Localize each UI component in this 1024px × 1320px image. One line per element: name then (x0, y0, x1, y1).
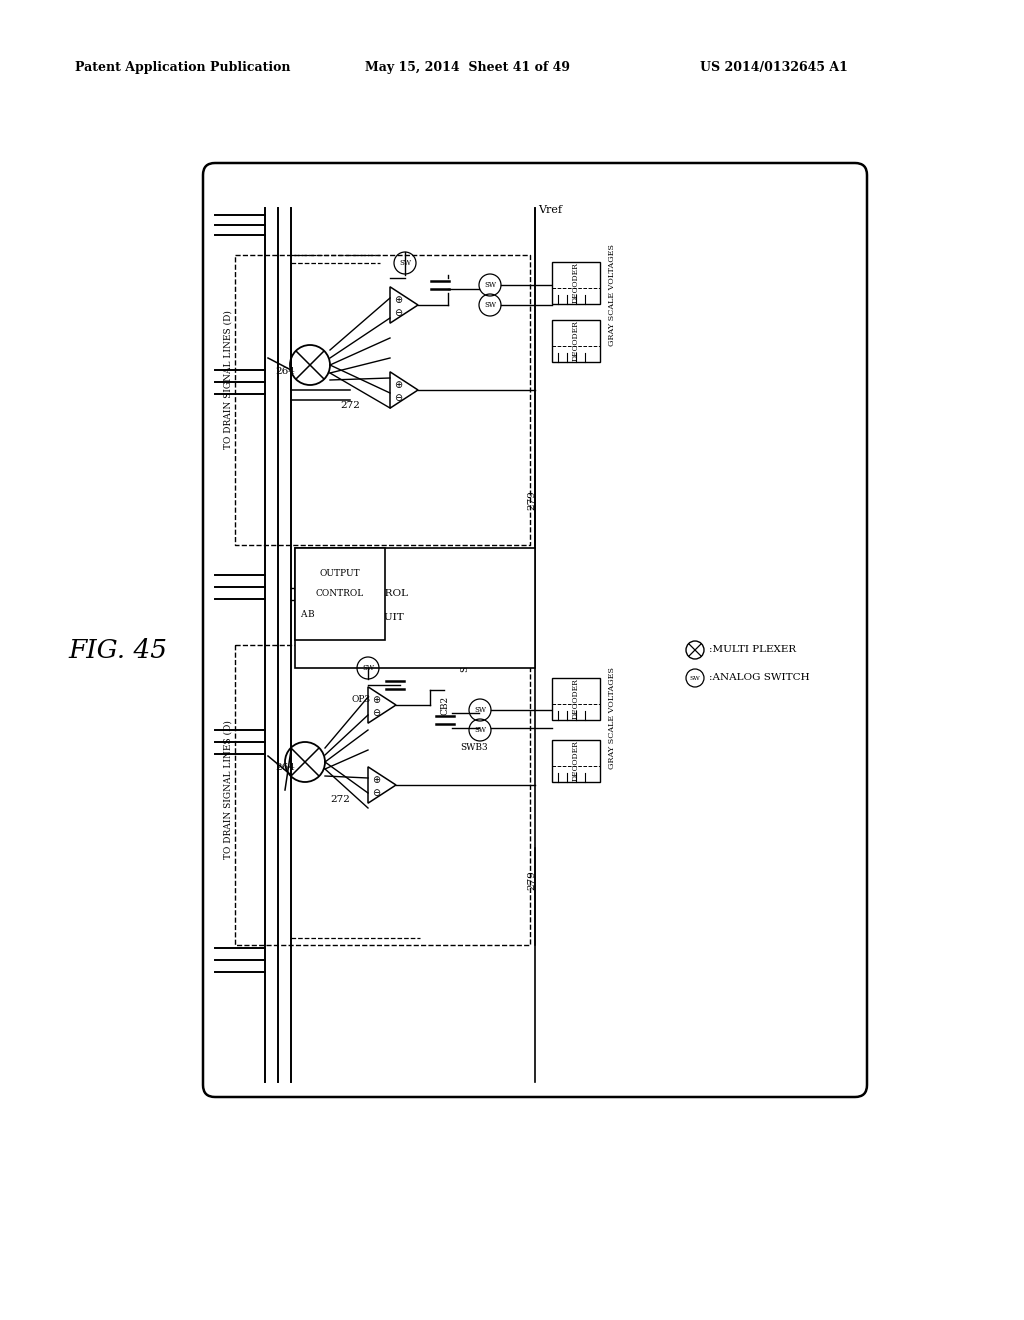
Text: SW: SW (399, 259, 411, 267)
Text: ⊖: ⊖ (394, 308, 402, 318)
Text: 264: 264 (275, 367, 295, 376)
Text: Patent Application Publication: Patent Application Publication (75, 62, 291, 74)
Text: ⊖: ⊖ (372, 788, 380, 799)
Text: SWB3: SWB3 (460, 743, 487, 752)
Text: GRAY SCALE VOLTAGES: GRAY SCALE VOLTAGES (608, 667, 616, 770)
Text: CIRCUIT: CIRCUIT (356, 612, 403, 622)
Text: :ANALOG SWITCH: :ANALOG SWITCH (709, 673, 810, 682)
FancyBboxPatch shape (203, 162, 867, 1097)
Bar (552, 678, 600, 719)
Text: 279: 279 (527, 870, 536, 890)
Text: DECODER: DECODER (572, 678, 580, 719)
Text: OUTPUT: OUTPUT (319, 569, 360, 578)
Text: 264: 264 (275, 763, 295, 772)
Text: B: B (307, 610, 314, 619)
Bar (295, 548, 535, 668)
Text: ⊕: ⊕ (372, 696, 380, 705)
Text: SW: SW (689, 676, 700, 681)
Text: A: A (300, 610, 306, 619)
Text: GRAY SCALE VOLTAGES: GRAY SCALE VOLTAGES (608, 244, 616, 346)
Text: SWB1: SWB1 (386, 640, 414, 649)
Text: :MULTI PLEXER: :MULTI PLEXER (709, 645, 796, 655)
Text: CONTROL: CONTROL (315, 590, 365, 598)
Text: 279: 279 (527, 490, 536, 510)
Text: TO DRAIN SIGNAL LINES (D): TO DRAIN SIGNAL LINES (D) (223, 721, 232, 859)
Text: CONTROL: CONTROL (352, 589, 408, 598)
Text: TO DRAIN SIGNAL LINES (D): TO DRAIN SIGNAL LINES (D) (223, 310, 232, 449)
Text: US 2014/0132645 A1: US 2014/0132645 A1 (700, 62, 848, 74)
Bar (295, 548, 385, 640)
Text: ⊕: ⊕ (394, 380, 402, 389)
Text: 152: 152 (477, 565, 497, 574)
Text: DECODER: DECODER (572, 321, 580, 362)
Bar (552, 261, 600, 304)
Bar (552, 741, 600, 781)
Text: CB1: CB1 (420, 640, 439, 649)
Text: DECODER: DECODER (572, 263, 580, 304)
Text: SW: SW (484, 281, 496, 289)
Text: Vref: Vref (538, 205, 562, 215)
Text: ⊖: ⊖ (394, 393, 402, 403)
Text: ⊕: ⊕ (394, 294, 402, 305)
Bar (552, 319, 600, 362)
Text: ⊖: ⊖ (372, 708, 380, 718)
Text: May 15, 2014  Sheet 41 of 49: May 15, 2014 Sheet 41 of 49 (365, 62, 570, 74)
Text: ⊕: ⊕ (372, 775, 380, 785)
Text: SWB2: SWB2 (460, 644, 469, 672)
Text: 272: 272 (340, 400, 359, 409)
Text: SW: SW (361, 664, 374, 672)
Text: SW: SW (474, 726, 486, 734)
Text: SW: SW (484, 301, 496, 309)
Text: DECODER: DECODER (572, 741, 580, 781)
Text: 272: 272 (330, 796, 350, 804)
Text: FIG. 45: FIG. 45 (68, 638, 167, 663)
Text: OP3: OP3 (352, 696, 371, 705)
Text: SW: SW (474, 706, 486, 714)
Text: CB2: CB2 (440, 696, 449, 714)
Text: −271: −271 (348, 652, 375, 661)
